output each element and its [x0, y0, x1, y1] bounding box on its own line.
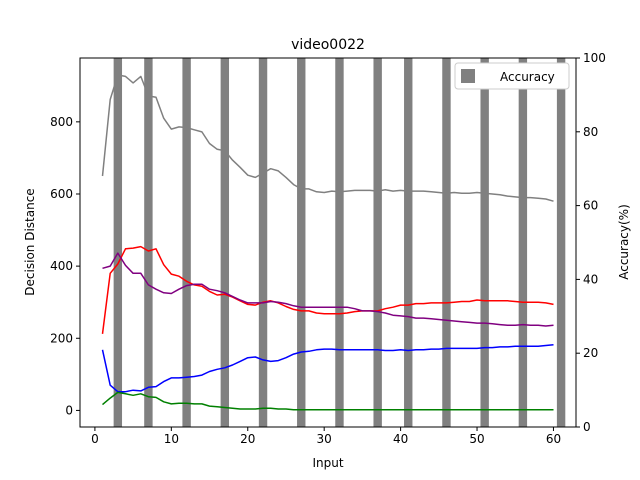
y2-tick-label: 100 — [583, 51, 606, 65]
x-tick-label: 0 — [91, 432, 99, 446]
legend-swatch — [461, 69, 475, 83]
x-tick-label: 50 — [469, 432, 484, 446]
series-line-3 — [102, 252, 554, 327]
x-tick-label: 10 — [164, 432, 179, 446]
y2-tick-label: 20 — [583, 346, 598, 360]
accuracy-bar — [442, 58, 451, 427]
y-tick-label: 600 — [50, 187, 73, 201]
legend-box — [454, 62, 570, 90]
series-line-4 — [101, 344, 554, 393]
x-tick-label: 60 — [546, 432, 561, 446]
chart-title: video0022 — [291, 37, 365, 53]
accuracy-bar — [113, 58, 123, 427]
accuracy-bar — [556, 58, 566, 427]
x-axis-ticks: 0 10 20 30 40 50 60 — [91, 427, 561, 446]
series-line-5 — [102, 391, 554, 411]
y2-tick-label: 80 — [583, 125, 598, 139]
plot-frame — [79, 57, 577, 428]
x-tick-label: 40 — [393, 432, 408, 446]
accuracy-bar — [220, 58, 230, 427]
accuracy-bar — [182, 58, 191, 427]
plot-area — [80, 58, 576, 427]
x-tick-label: 30 — [317, 432, 332, 446]
y2-tick-label: 60 — [583, 199, 598, 213]
legend-label: Accuracy — [500, 70, 555, 84]
accuracy-bars — [113, 58, 566, 427]
y-tick-label: 0 — [65, 403, 73, 417]
accuracy-bar — [258, 58, 268, 427]
accuracy-bar — [518, 58, 528, 427]
y-axis-label: Decision Distance — [23, 188, 37, 295]
y2-axis-label: Accuracy(%) — [617, 204, 631, 280]
x-axis-label: Input — [312, 456, 343, 470]
accuracy-bar — [335, 58, 344, 427]
series-line-2 — [101, 245, 554, 334]
y-axis-ticks: 0 200 400 600 800 — [50, 115, 80, 417]
y2-tick-label: 0 — [583, 420, 591, 434]
accuracy-bar — [373, 58, 382, 427]
y-tick-label: 800 — [50, 115, 73, 129]
x-tick-label: 20 — [240, 432, 255, 446]
accuracy-bar — [144, 58, 153, 427]
series-lines — [101, 74, 554, 411]
legend: Accuracy — [454, 62, 570, 90]
series-line-1 — [101, 74, 554, 202]
y-tick-label: 200 — [50, 331, 73, 345]
y2-tick-label: 40 — [583, 272, 598, 286]
accuracy-bar — [404, 58, 413, 427]
y-tick-label: 400 — [50, 259, 73, 273]
y2-axis-ticks: 0 20 40 60 80 100 — [576, 51, 606, 434]
accuracy-bar — [297, 58, 306, 427]
accuracy-bar — [480, 58, 489, 427]
